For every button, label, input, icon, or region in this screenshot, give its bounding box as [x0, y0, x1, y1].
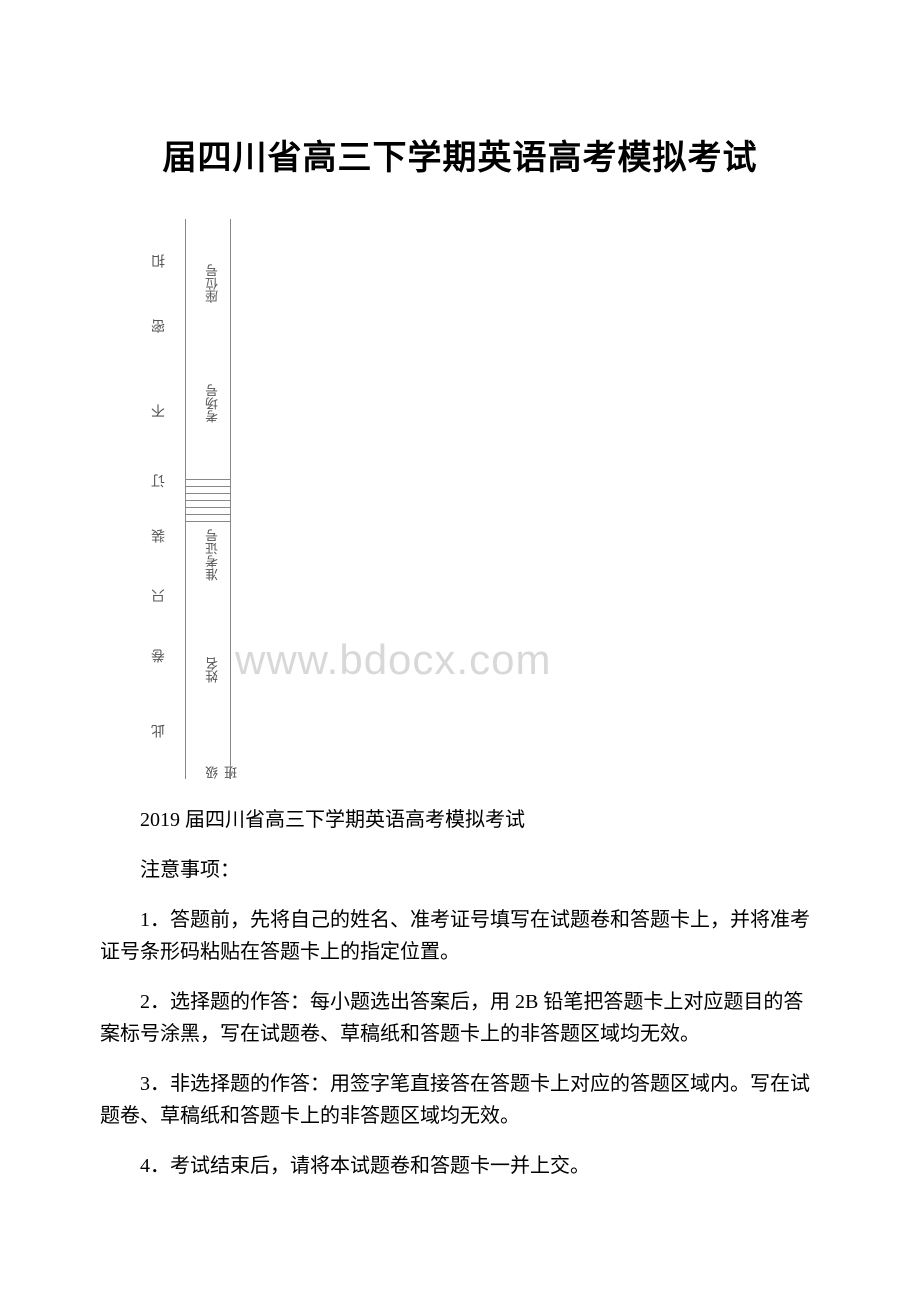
binding-outer-label: 扣	[150, 254, 170, 268]
binding-inner-label: 座位号	[203, 264, 222, 303]
binding-outer-label: 卷	[150, 649, 170, 663]
binding-dashes	[185, 479, 230, 529]
notice-header: 注意事项：	[100, 854, 820, 886]
document-title: 届四川省高三下学期英语高考模拟考试	[100, 130, 820, 179]
binding-inner-label: 姓名	[203, 657, 222, 683]
binding-inner-label: 级班	[203, 762, 241, 779]
subtitle-text: 2019 届四川省高三下学期英语高考模拟考试	[100, 804, 820, 836]
binding-outer-label: 密	[150, 319, 170, 333]
instruction-item: 4．考试结束后，请将本试题卷和答题卡一并上交。	[100, 1150, 820, 1182]
binding-outer-label: 不	[150, 404, 170, 418]
binding-outer-label: 订	[150, 474, 170, 488]
binding-margin: 扣 密 不 订 装 只 卷 此 座位号 考场号 准考证号 姓名 级班	[155, 219, 245, 779]
instruction-item: 1．答题前，先将自己的姓名、准考证号填写在试题卷和答题卡上，并将准考证号条形码粘…	[100, 904, 820, 968]
binding-outer-label: 装	[150, 529, 170, 543]
watermark-text: www.bdocx.com	[235, 636, 551, 684]
document-body: 2019 届四川省高三下学期英语高考模拟考试 注意事项： 1．答题前，先将自己的…	[100, 804, 820, 1182]
binding-line-right	[230, 219, 231, 779]
instruction-item: 2．选择题的作答：每小题选出答案后，用 2B 铅笔把答题卡上对应题目的答案标号涂…	[100, 986, 820, 1050]
instruction-item: 3．非选择题的作答：用签字笔直接答在答题卡上对应的答题区域内。写在试题卷、草稿纸…	[100, 1068, 820, 1132]
binding-inner-label: 考场号	[203, 384, 222, 423]
binding-outer-label: 只	[150, 589, 170, 603]
binding-outer-label: 此	[150, 724, 170, 738]
binding-inner-label: 准考证号	[203, 529, 222, 581]
